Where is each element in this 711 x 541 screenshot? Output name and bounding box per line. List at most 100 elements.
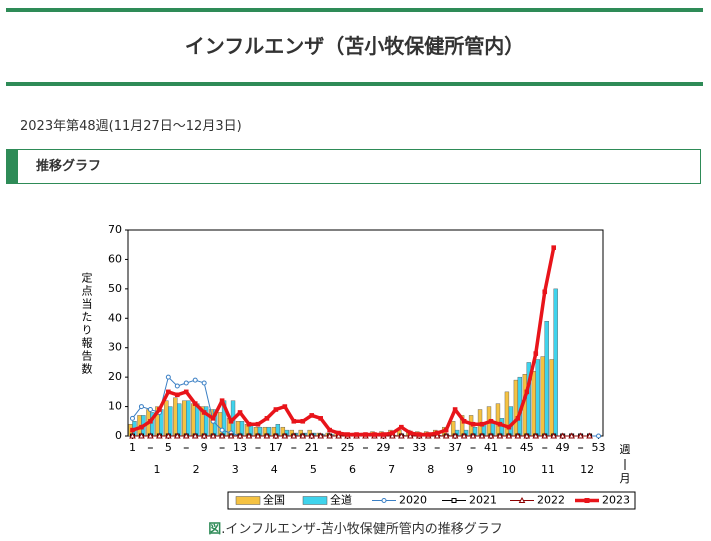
point	[138, 432, 145, 439]
point	[147, 432, 154, 439]
point	[273, 407, 279, 412]
bar	[173, 397, 178, 437]
month-label: 2	[193, 463, 200, 476]
bar	[177, 403, 182, 437]
point	[363, 432, 368, 437]
point	[173, 432, 181, 439]
x-tick-label: 33	[412, 441, 426, 454]
point	[227, 432, 235, 439]
point	[505, 432, 513, 439]
point	[272, 432, 280, 439]
month-label: 10	[502, 463, 516, 476]
point	[460, 432, 468, 439]
bar	[191, 403, 196, 437]
point	[433, 432, 441, 439]
month-label: 12	[580, 463, 594, 476]
point	[139, 424, 144, 430]
point	[496, 432, 504, 439]
period: 2023年第48週(11月27日～12月3日)	[20, 119, 242, 134]
point	[497, 421, 503, 427]
point	[191, 432, 199, 439]
month-unit: 月	[620, 472, 631, 485]
x-unit: 週	[620, 443, 631, 456]
point	[309, 413, 315, 418]
point	[291, 418, 297, 424]
legend-label: 2020	[399, 494, 427, 507]
point	[461, 418, 467, 424]
legend-label: 2023	[602, 494, 630, 507]
point	[542, 289, 548, 295]
point	[335, 432, 342, 439]
point	[317, 432, 325, 439]
bar	[513, 379, 519, 437]
point	[192, 401, 198, 406]
x-tick-label: 37	[448, 441, 462, 454]
point	[327, 427, 332, 433]
bar	[549, 359, 554, 437]
point	[568, 432, 575, 439]
x-tick-label: 13	[233, 441, 247, 454]
point	[281, 432, 289, 439]
point	[228, 418, 234, 424]
x-tick-label: 5	[165, 441, 172, 454]
point	[515, 416, 521, 421]
point	[148, 418, 153, 424]
point	[326, 432, 334, 439]
caption: 図.インフルエンザ-苫小牧保健所管内の推移グラフ	[0, 518, 711, 537]
point	[245, 432, 253, 439]
point	[318, 416, 323, 421]
point	[201, 410, 207, 415]
legend-marker	[584, 498, 590, 503]
y-tick-label: 60	[108, 252, 122, 265]
point	[451, 432, 459, 439]
point	[174, 383, 180, 389]
point	[156, 432, 163, 439]
point	[487, 432, 495, 439]
bar	[535, 359, 540, 437]
x-tick-label: 53	[592, 441, 606, 454]
point	[532, 432, 540, 439]
legend-marker	[451, 498, 457, 503]
point	[354, 432, 359, 437]
point	[488, 418, 494, 424]
point	[165, 374, 171, 380]
y-tick-label: 30	[108, 341, 122, 354]
month-label: 6	[349, 463, 356, 476]
section-header: 推移グラフ	[6, 149, 701, 184]
month-label: 4	[271, 463, 278, 476]
point	[263, 432, 271, 439]
point	[345, 432, 350, 437]
point	[308, 432, 316, 439]
point	[479, 421, 485, 427]
bar	[164, 400, 169, 437]
legend-label: 2021	[469, 494, 497, 507]
legend-marker	[381, 498, 387, 503]
point	[218, 432, 226, 439]
point	[254, 432, 262, 439]
legend-label: 全国	[263, 493, 285, 507]
x-tick-label: 49	[556, 441, 570, 454]
point	[416, 432, 422, 437]
y-axis-label: 定点当たり報告数	[80, 272, 93, 376]
point	[336, 430, 341, 436]
point	[237, 410, 243, 415]
x-tick-label: 17	[269, 441, 283, 454]
bar	[182, 400, 187, 437]
point	[469, 432, 477, 439]
point	[506, 424, 512, 430]
caption-prefix: 図	[208, 522, 222, 537]
x-tick-label: 21	[305, 441, 319, 454]
bar	[508, 406, 514, 437]
point	[541, 432, 549, 439]
point	[219, 398, 225, 403]
y-tick-label: 70	[108, 223, 122, 236]
bar	[495, 403, 501, 437]
point	[586, 432, 593, 439]
point	[442, 432, 450, 439]
point	[478, 432, 486, 439]
point	[381, 432, 386, 437]
point	[390, 430, 395, 436]
x-tick-label: 29	[376, 441, 390, 454]
x-tick-label: 41	[484, 441, 498, 454]
